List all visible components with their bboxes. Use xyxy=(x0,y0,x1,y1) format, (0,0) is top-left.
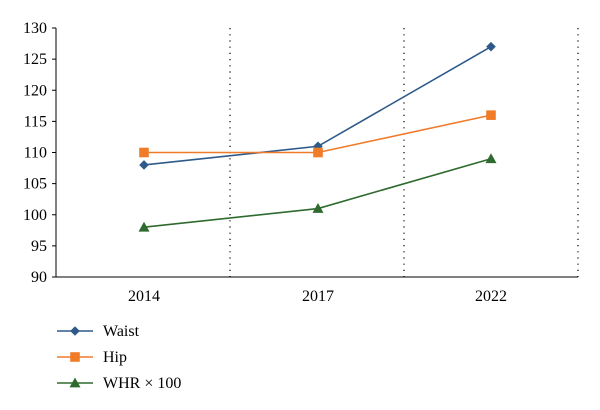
y-tick-label: 125 xyxy=(23,51,47,68)
data-point-2-0 xyxy=(138,221,150,232)
y-tick-label: 105 xyxy=(23,176,47,193)
data-point-1-1 xyxy=(313,147,323,158)
y-tick-label: 90 xyxy=(31,269,47,286)
legend: Waist Hip WHR × 100 xyxy=(57,323,181,392)
y-tick-label: 100 xyxy=(23,207,47,224)
series-line-2 xyxy=(143,157,492,228)
legend-label-2: WHR × 100 xyxy=(103,375,181,392)
legend-marker-2 xyxy=(69,377,81,388)
data-point-0-2 xyxy=(486,41,496,52)
x-tick-labels: 2014 2017 2022 xyxy=(128,288,507,305)
legend-label-0: Waist xyxy=(103,323,140,340)
data-point-0-1 xyxy=(313,141,323,152)
y-tick-label: 120 xyxy=(23,82,47,99)
legend-marker-1 xyxy=(70,352,80,362)
legend-label-1: Hip xyxy=(103,349,127,366)
data-point-1-2 xyxy=(486,110,496,120)
y-tick-label: 95 xyxy=(31,238,47,255)
x-tick-label: 2014 xyxy=(128,288,160,305)
series-group xyxy=(138,41,497,232)
data-point-2-2 xyxy=(485,153,497,164)
y-tick-label: 110 xyxy=(24,145,47,162)
data-point-0-0 xyxy=(139,160,149,170)
y-tick-label: 115 xyxy=(24,113,47,130)
data-point-1-0 xyxy=(139,147,149,158)
x-tick-label: 2017 xyxy=(302,288,334,305)
y-tick-label: 130 xyxy=(23,20,47,37)
x-tick-label: 2022 xyxy=(475,288,507,305)
legend-marker-0 xyxy=(70,326,80,336)
data-point-2-1 xyxy=(312,203,324,213)
y-tick-labels: 90 95 100 105 110 115 120 125 130 xyxy=(23,20,56,286)
